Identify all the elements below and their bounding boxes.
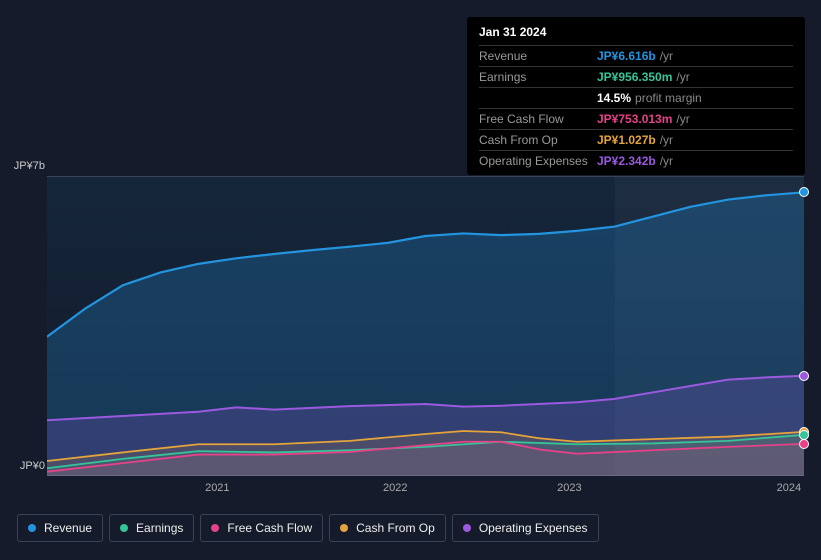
legend-item-operating-expenses[interactable]: Operating Expenses: [452, 514, 599, 542]
y-axis-max-label: JP¥7b: [14, 160, 45, 172]
series-end-marker: [799, 439, 809, 449]
tooltip-metric-value: JP¥753.013m: [597, 112, 672, 126]
legend-item-earnings[interactable]: Earnings: [109, 514, 194, 542]
tooltip-metric-unit: /yr: [660, 154, 673, 168]
legend-label: Cash From Op: [356, 521, 435, 535]
legend-label: Operating Expenses: [479, 521, 588, 535]
legend-item-free-cash-flow[interactable]: Free Cash Flow: [200, 514, 323, 542]
tooltip-metric-unit: /yr: [676, 70, 689, 84]
legend-item-revenue[interactable]: Revenue: [17, 514, 103, 542]
tooltip-metric-value: JP¥2.342b: [597, 154, 656, 168]
tooltip-row: Operating ExpensesJP¥2.342b/yr: [479, 150, 793, 171]
x-axis: 2021 2022 2023 2024: [47, 482, 804, 502]
tooltip-metric-unit: /yr: [676, 112, 689, 126]
financials-chart: JP¥7b JP¥0: [17, 160, 804, 480]
legend-label: Earnings: [136, 521, 183, 535]
chart-tooltip: Jan 31 2024 RevenueJP¥6.616b/yrEarningsJ…: [467, 17, 805, 175]
series-end-marker: [799, 371, 809, 381]
legend-item-cash-from-op[interactable]: Cash From Op: [329, 514, 446, 542]
tooltip-row: EarningsJP¥956.350m/yr: [479, 66, 793, 87]
tooltip-metric-value: JP¥6.616b: [597, 49, 656, 63]
chart-plot-area[interactable]: [47, 176, 804, 476]
legend-label: Revenue: [44, 521, 92, 535]
tooltip-metric-label: Free Cash Flow: [479, 112, 597, 126]
tooltip-metric-unit: /yr: [660, 133, 673, 147]
tooltip-metric-label: Operating Expenses: [479, 154, 597, 168]
tooltip-rows: RevenueJP¥6.616b/yrEarningsJP¥956.350m/y…: [479, 45, 793, 171]
legend-label: Free Cash Flow: [227, 521, 312, 535]
tooltip-row: 14.5% profit margin: [479, 87, 793, 108]
tooltip-metric-value: 14.5%: [597, 91, 631, 105]
tooltip-metric-label: Revenue: [479, 49, 597, 63]
series-end-marker: [799, 187, 809, 197]
tooltip-metric-unit: /yr: [660, 49, 673, 63]
tooltip-metric-label: Earnings: [479, 70, 597, 84]
legend-dot-icon: [120, 524, 128, 532]
legend-dot-icon: [28, 524, 36, 532]
tooltip-metric-label: Cash From Op: [479, 133, 597, 147]
chart-legend: Revenue Earnings Free Cash Flow Cash From O…: [17, 514, 599, 542]
tooltip-metric-unit: profit margin: [635, 91, 702, 105]
tooltip-row: Free Cash FlowJP¥753.013m/yr: [479, 108, 793, 129]
tooltip-row: Cash From OpJP¥1.027b/yr: [479, 129, 793, 150]
tooltip-metric-value: JP¥1.027b: [597, 133, 656, 147]
legend-dot-icon: [463, 524, 471, 532]
legend-dot-icon: [340, 524, 348, 532]
x-axis-tick: 2024: [777, 482, 801, 494]
x-axis-tick: 2022: [383, 482, 407, 494]
x-axis-tick: 2023: [557, 482, 581, 494]
tooltip-metric-value: JP¥956.350m: [597, 70, 672, 84]
legend-dot-icon: [211, 524, 219, 532]
x-axis-tick: 2021: [205, 482, 229, 494]
tooltip-date: Jan 31 2024: [479, 25, 793, 39]
y-axis-min-label: JP¥0: [20, 460, 45, 472]
tooltip-row: RevenueJP¥6.616b/yr: [479, 45, 793, 66]
